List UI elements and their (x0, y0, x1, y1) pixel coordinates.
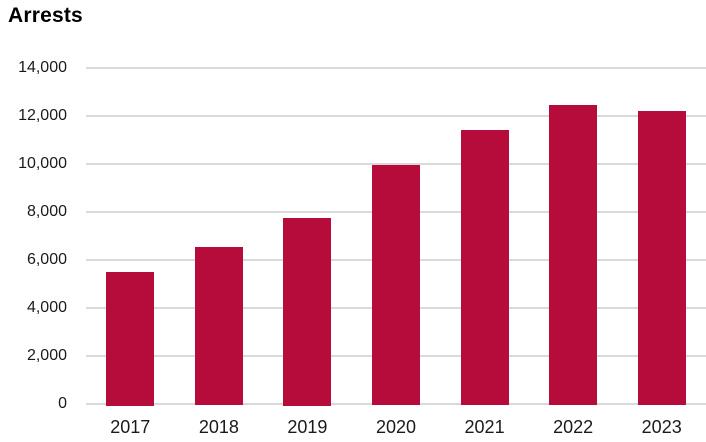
x-tick-label: 2017 (110, 417, 151, 437)
bar-2017 (106, 272, 155, 406)
y-tick-label: 12,000 (18, 107, 67, 124)
x-tick-label: 2022 (553, 417, 594, 437)
x-tick-label: 2023 (641, 417, 682, 437)
y-tick-label: 2,000 (26, 347, 67, 364)
bar-2019 (283, 218, 332, 406)
y-tick-label: 6,000 (26, 251, 67, 268)
y-tick-label: 8,000 (26, 203, 67, 220)
y-tick-label: 0 (58, 395, 67, 412)
bar-2023 (637, 111, 686, 406)
x-tick-label: 2019 (287, 417, 328, 437)
x-tick-label: 2018 (198, 417, 239, 437)
y-tick-label: 10,000 (18, 155, 67, 172)
gridline (86, 115, 706, 117)
bar-2021 (460, 130, 509, 406)
y-tick-label: 14,000 (18, 59, 67, 76)
gridline (86, 67, 706, 69)
x-tick-label: 2020 (375, 417, 417, 437)
bar-2020 (372, 165, 420, 406)
bar-2018 (194, 246, 243, 406)
x-tick-label: 2021 (464, 417, 505, 437)
chart-title: Arrests (8, 4, 83, 27)
y-tick-label: 4,000 (26, 299, 67, 316)
bar-2022 (549, 105, 598, 406)
gridline (86, 163, 706, 165)
